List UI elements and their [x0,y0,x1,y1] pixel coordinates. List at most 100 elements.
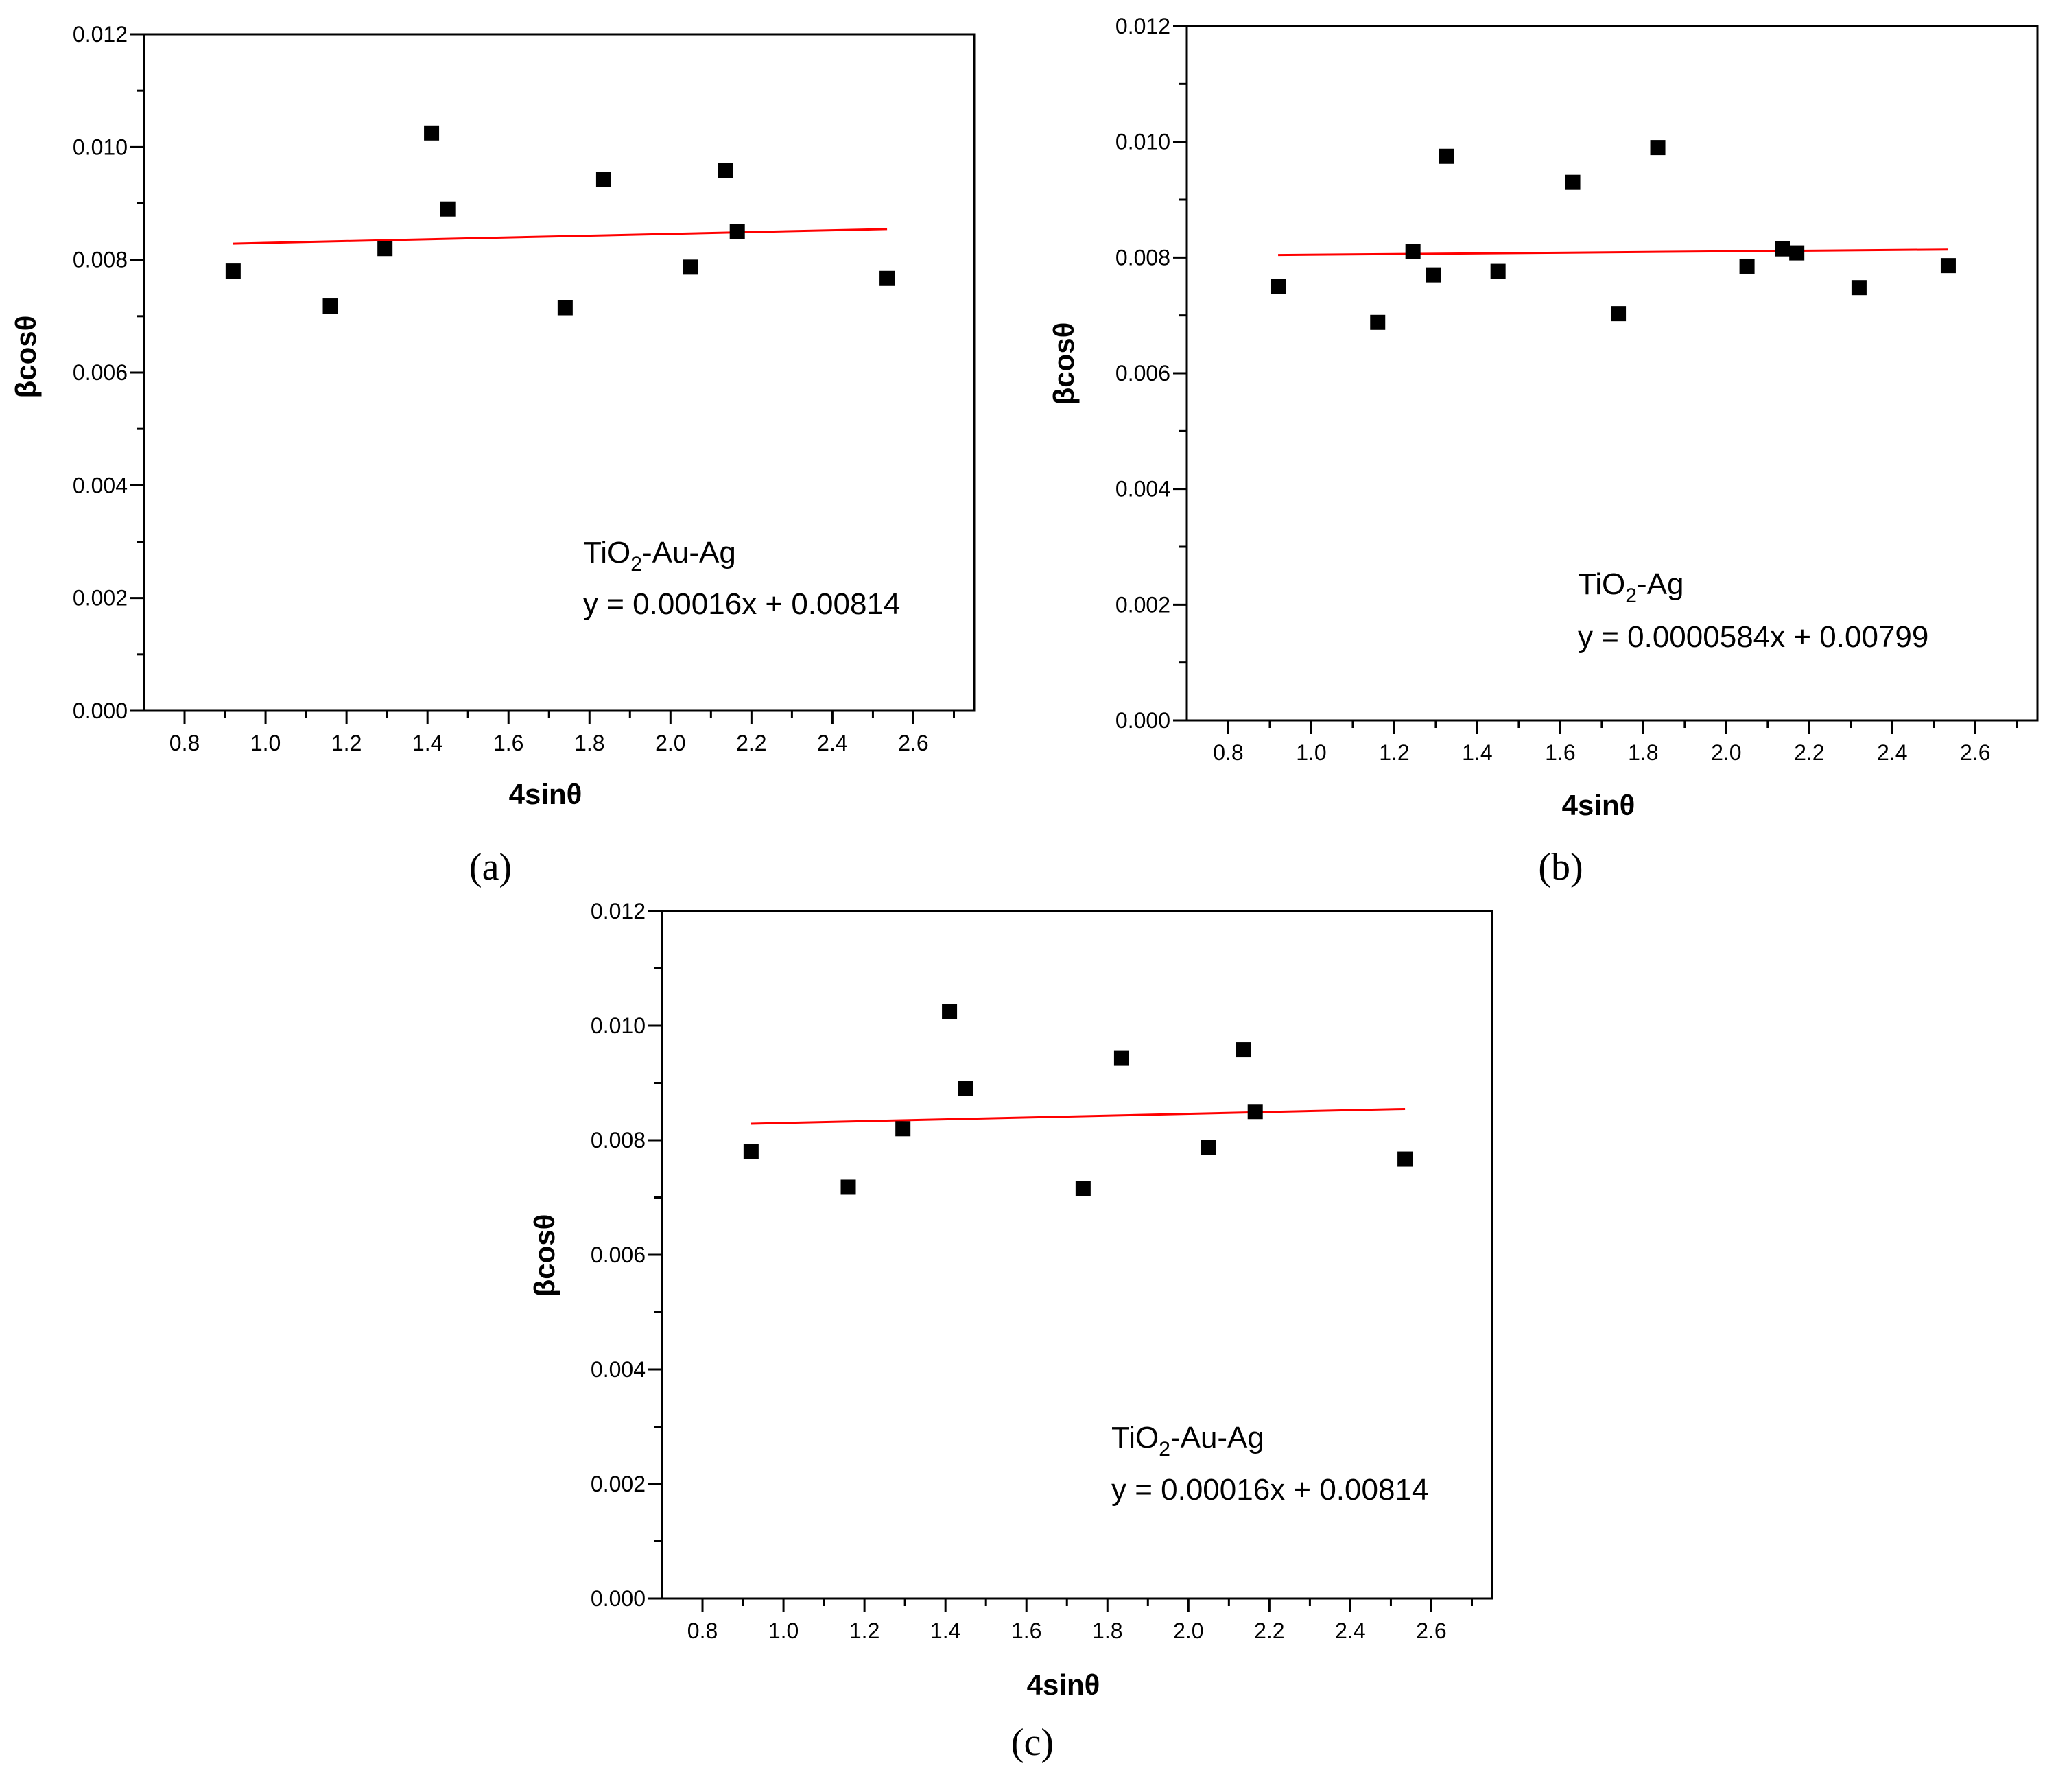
x-tick-label: 2.0 [1173,1618,1203,1643]
data-point [424,125,440,141]
panel-caption: (b) [1538,846,1583,888]
x-tick-label: 2.4 [1877,740,1907,765]
data-point [840,1179,856,1195]
panel-caption: (a) [469,846,512,888]
y-tick-label: 0.004 [591,1357,646,1382]
sample-label: TiO2-Au-Ag [1111,1421,1264,1461]
x-tick-label: 0.8 [1213,740,1243,765]
x-tick-label: 1.4 [1462,740,1492,765]
sample-label-rest: -Ag [1637,567,1683,601]
linear-fit-line [1278,248,1948,257]
data-point [1565,174,1581,190]
x-tick-label: 2.4 [817,731,847,755]
y-tick-label: 0.008 [591,1128,646,1153]
data-point [718,163,733,178]
x-tick-label: 2.0 [655,731,685,755]
x-axis-title: 4sinθ [1027,1669,1100,1701]
x-axis-title: 4sinθ [509,778,582,810]
data-point [225,263,241,279]
sample-label-subscript: 2 [630,553,642,576]
y-tick-label: 0.012 [591,899,646,923]
x-tick-label: 1.8 [574,731,604,755]
x-tick-label: 2.2 [736,731,766,755]
y-tick-label: 0.006 [73,360,128,385]
x-tick-label: 2.6 [1416,1618,1446,1643]
y-tick-label: 0.010 [591,1013,646,1038]
sample-label: TiO2-Ag [1578,567,1683,607]
data-point [942,1004,958,1019]
y-tick-label: 0.012 [1115,14,1170,38]
y-tick-label: 0.006 [1115,361,1170,386]
y-tick-label: 0.004 [73,473,128,497]
y-tick-label: 0.008 [1115,245,1170,270]
data-point [1236,1042,1251,1058]
fit-equation: y = 0.00016x + 0.00814 [1111,1473,1428,1507]
linear-fit-line [233,228,888,245]
data-point [1490,263,1506,279]
panel-a: 0.000 0.002 0.004 0.006 0.008 0.010 0.012 0.8 1.… [10,22,976,888]
data-point [958,1081,973,1096]
data-point [322,298,338,314]
data-point [1405,244,1421,259]
data-point [1775,241,1790,257]
x-tick-label: 1.2 [331,731,362,755]
data-point [895,1121,911,1137]
data-point [879,270,895,286]
fit-equation: y = 0.0000584x + 0.00799 [1578,620,1928,654]
y-tick-label: 0.010 [73,134,128,159]
x-tick-label: 1.2 [1379,740,1409,765]
y-tick-label: 0.000 [73,698,128,723]
data-point [440,201,456,217]
x-tick-label: 0.8 [169,731,200,755]
x-tick-label: 2.2 [1254,1618,1284,1643]
data-point [1113,1050,1129,1066]
data-point [1247,1104,1263,1120]
x-tick-label: 2.2 [1794,740,1824,765]
y-tick-label: 0.012 [73,22,128,47]
x-tick-label: 1.4 [930,1618,960,1643]
data-point [1611,306,1627,322]
sample-label-rest: -Au-Ag [1170,1421,1264,1454]
sample-label-main: TiO [583,536,630,569]
y-tick-label: 0.008 [73,248,128,272]
panel-c: 0.000 0.002 0.004 0.006 0.008 0.010 0.012 0.8 1.… [528,899,1493,1764]
data-point [1851,280,1867,296]
x-tick-label: 1.0 [1296,740,1326,765]
x-tick-label: 1.6 [1545,740,1575,765]
y-tick-label: 0.006 [591,1242,646,1267]
y-axis-title: βcosθ [10,316,42,399]
y-tick-label: 0.002 [1115,592,1170,617]
sample-label-main: TiO [1578,567,1625,601]
data-point [1426,267,1441,283]
data-point [1940,258,1956,274]
y-axis-title: βcosθ [528,1214,560,1297]
panel-caption: (c) [1011,1721,1054,1764]
data-point [1271,279,1286,294]
x-tick-label: 2.0 [1711,740,1741,765]
data-point [1789,245,1805,261]
y-tick-label: 0.002 [591,1472,646,1496]
x-tick-label: 1.8 [1092,1618,1122,1643]
x-tick-label: 2.6 [1960,740,1990,765]
data-point [595,172,611,187]
x-tick-label: 1.6 [493,731,523,755]
y-tick-label: 0.010 [1115,130,1170,154]
linear-fit-line [751,1107,1406,1125]
panel-b: 0.000 0.002 0.004 0.006 0.008 0.010 0.012 0.8 1.… [1048,14,2039,888]
x-tick-label: 1.0 [768,1618,799,1643]
sample-label-subscript: 2 [1625,585,1637,607]
y-tick-label: 0.002 [73,586,128,611]
plot-frame [1185,25,2039,722]
sample-label-subscript: 2 [1159,1438,1170,1461]
data-point [1201,1140,1216,1155]
data-point [1370,314,1386,330]
x-tick-label: 1.0 [250,731,281,755]
data-point [1650,140,1666,156]
y-tick-label: 0.004 [1115,477,1170,502]
y-axis-title: βcosθ [1048,322,1080,405]
data-point [729,224,745,239]
data-point [557,300,573,316]
fit-equation: y = 0.00016x + 0.00814 [583,587,900,621]
sample-label-main: TiO [1111,1421,1159,1454]
